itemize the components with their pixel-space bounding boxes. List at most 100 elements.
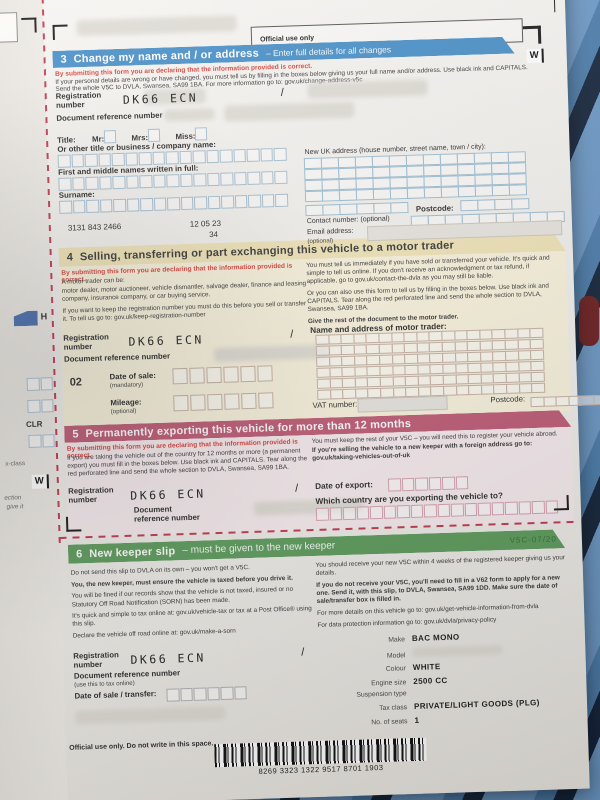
form-box [179, 687, 193, 702]
form-box [437, 503, 451, 517]
form-box [372, 177, 391, 190]
miss-checkbox [195, 126, 208, 141]
form-box [388, 154, 408, 167]
redaction-blur [412, 644, 503, 657]
form-box [406, 187, 426, 199]
form-box [457, 163, 476, 176]
form-box [152, 151, 165, 165]
corner-mark-bottom-right [553, 495, 569, 511]
section3-subtitle: – Enter full details for all changes [265, 43, 392, 58]
form-box [531, 500, 545, 514]
section6-date-boxes [166, 684, 248, 705]
form-box [273, 147, 287, 161]
form-box [71, 176, 85, 191]
form-box [234, 194, 248, 209]
form-box [220, 195, 234, 209]
seats-value: 1 [414, 715, 420, 725]
understrip-h-label: H [40, 311, 48, 322]
section3-doc-ref-label: Document reference number [56, 110, 163, 123]
form-box [274, 193, 288, 207]
section4-vat-field [357, 395, 448, 413]
section4-step-number: 02 [69, 376, 83, 389]
form-box [518, 500, 532, 515]
section4-date-of-sale-label: Date of sale: (mandatory) [109, 371, 156, 389]
form-box [401, 477, 415, 492]
form-box [192, 150, 206, 164]
form-box [593, 394, 600, 405]
section6-doc-ref: Document reference number (use this to t… [74, 668, 181, 688]
form-box [85, 199, 99, 213]
form-box [529, 327, 544, 339]
form-box [206, 367, 222, 384]
form-box [530, 371, 545, 383]
form-box [406, 176, 425, 188]
form-box [329, 506, 343, 521]
section6-v5c-code: V5C-07/20 [509, 534, 558, 545]
section6-official-note: Official use only. Do not write in this … [69, 740, 214, 752]
redaction-blur [164, 107, 215, 122]
form-box [529, 338, 544, 350]
form-box [57, 154, 71, 168]
form-box [139, 174, 153, 189]
section5-number: 5 [72, 427, 79, 441]
form-box [126, 198, 140, 212]
red-object [579, 296, 599, 346]
form-box [241, 393, 257, 410]
mrs-checkbox [147, 128, 161, 142]
colour-value: WHITE [412, 662, 441, 673]
understrip-fragment-1: ection [4, 494, 22, 502]
form-box [355, 177, 374, 190]
section4-left-p3: If you want to keep the registration num… [62, 300, 307, 324]
form-box [205, 149, 219, 163]
form-box [258, 392, 274, 409]
form-box [220, 686, 234, 700]
section3-reg-label-line2: number [55, 99, 85, 110]
form-box [304, 179, 323, 192]
form-box [338, 189, 358, 202]
understrip-fragment-2: give it [6, 503, 24, 511]
form-box [387, 478, 401, 492]
suspension-type-label: Suspension type [356, 690, 407, 700]
engine-size-value: 2500 CC [413, 675, 448, 686]
form-box [355, 188, 375, 201]
form-box [491, 173, 510, 186]
corner-mark-top-right [522, 25, 542, 45]
make-label: Make [388, 636, 406, 644]
form-box [473, 152, 493, 164]
form-box [193, 173, 207, 187]
form-box [440, 175, 459, 187]
form-box [71, 153, 84, 168]
engine-size-label: Engine size [371, 678, 407, 688]
form-box [40, 376, 53, 391]
form-box [179, 173, 193, 187]
form-box [259, 147, 273, 162]
section4-postcode-label: Postcode: [490, 394, 526, 405]
section6-right-p2: If you do not receive your V5C, you'll n… [316, 574, 560, 606]
form-box [304, 168, 323, 181]
section5-reg-label: Registration number [68, 485, 114, 505]
corner-mark-top-left [52, 24, 68, 40]
section5-doc-ref-label: Document reference number [134, 504, 200, 524]
form-box [165, 150, 179, 165]
form-box [372, 188, 392, 201]
form-box [474, 174, 493, 186]
form-box [508, 162, 527, 174]
section3-reg-label: Registration number [55, 91, 102, 111]
form-box [223, 366, 239, 384]
form-box [303, 157, 323, 170]
form-box [389, 187, 409, 200]
section3-number: 3 [60, 53, 67, 66]
section3-title: Change my name and / or address [73, 47, 260, 65]
form-box [125, 152, 138, 166]
understrip-box [0, 12, 19, 44]
form-box [304, 190, 324, 203]
form-box [389, 165, 408, 178]
form-box [474, 163, 493, 175]
form-box [321, 168, 340, 180]
section4-registration-value: DK66 ECN [128, 332, 205, 349]
form-box [138, 151, 152, 166]
form-box [99, 198, 113, 213]
form-box [373, 202, 392, 215]
form-box [439, 153, 459, 165]
